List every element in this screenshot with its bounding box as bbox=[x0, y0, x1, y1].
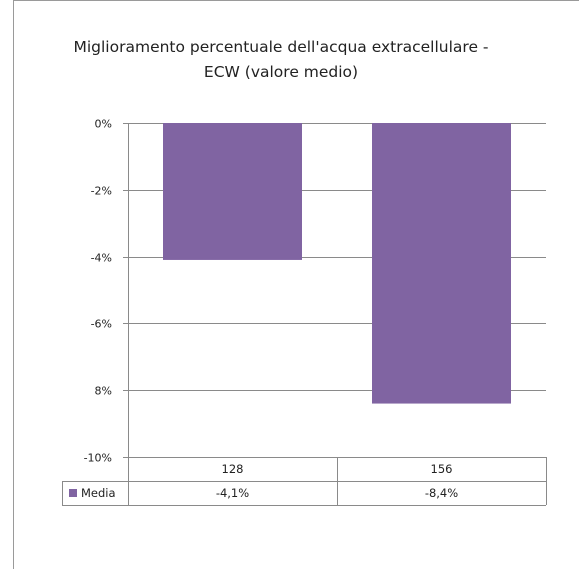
y-axis-ticks: 0% -2% -4% -6% 8% -10% bbox=[84, 118, 112, 465]
y-tick-label: -6% bbox=[91, 318, 112, 331]
data-table: 128 -4,1% 156 -8,4% Media bbox=[62, 457, 547, 506]
legend-series-name: Media bbox=[81, 486, 116, 500]
data-table-value: -4,1% bbox=[216, 486, 249, 500]
bars bbox=[163, 123, 511, 404]
y-tick-label: -4% bbox=[91, 252, 112, 265]
x-category-label: 128 bbox=[222, 462, 244, 476]
x-category-label: 156 bbox=[431, 462, 453, 476]
bar bbox=[372, 123, 511, 404]
chart-title-line-1: Miglioramento percentuale dell'acqua ext… bbox=[73, 38, 488, 56]
bar bbox=[163, 123, 302, 260]
y-tick-label: 8% bbox=[95, 385, 112, 398]
y-tick-label: 0% bbox=[95, 118, 112, 131]
y-tick-label: -2% bbox=[91, 185, 112, 198]
legend-swatch bbox=[69, 489, 77, 497]
chart-title-line-2: ECW (valore medio) bbox=[204, 63, 358, 81]
y-tick-label: -10% bbox=[84, 452, 112, 465]
data-table-value: -8,4% bbox=[425, 486, 458, 500]
